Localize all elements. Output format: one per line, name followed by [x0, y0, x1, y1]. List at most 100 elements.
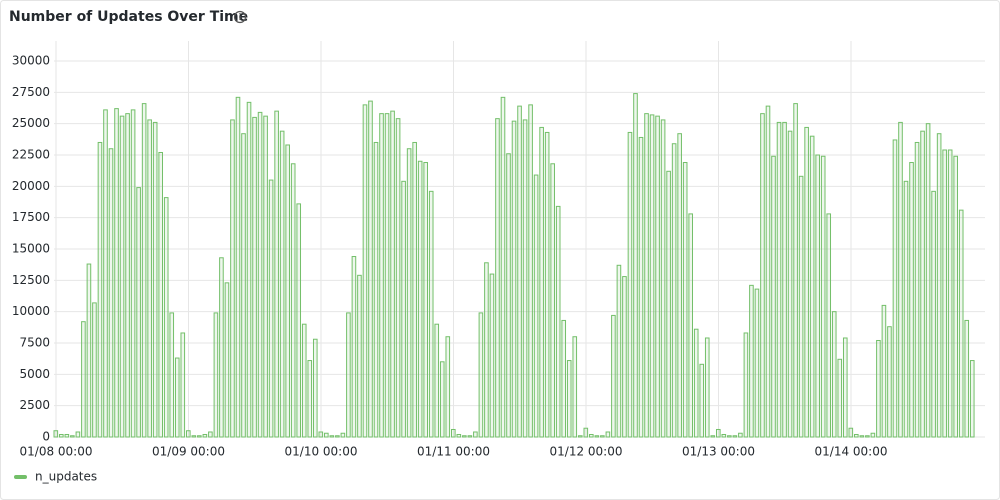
bar	[666, 170, 671, 438]
x-tick-label: 01/08 00:00	[20, 445, 93, 459]
bar	[246, 101, 252, 438]
bar	[837, 358, 843, 438]
bar	[285, 144, 290, 438]
bar	[346, 312, 351, 438]
bar	[749, 284, 754, 438]
bar	[202, 433, 208, 438]
bar	[969, 360, 975, 438]
legend[interactable]: n_updates	[14, 470, 97, 484]
bar	[682, 162, 688, 438]
y-tick-label: 10000	[12, 304, 50, 318]
bar	[572, 336, 578, 438]
bar	[583, 427, 589, 438]
bar	[903, 180, 909, 438]
bar	[395, 118, 401, 438]
bar	[776, 121, 782, 438]
bar	[368, 100, 373, 438]
bar	[936, 133, 942, 438]
bar	[473, 431, 478, 438]
bar	[809, 135, 815, 438]
bar	[357, 274, 362, 438]
bar	[561, 319, 567, 438]
bar	[704, 337, 710, 438]
bar	[86, 263, 92, 438]
bar	[787, 130, 793, 438]
bar	[771, 155, 776, 438]
bar	[539, 126, 544, 438]
bar	[544, 131, 550, 438]
bar	[373, 141, 379, 438]
y-tick-label: 30000	[12, 54, 50, 68]
bar	[848, 427, 854, 438]
legend-swatch	[14, 475, 27, 479]
bar	[235, 96, 241, 438]
bar	[208, 431, 213, 438]
bar	[263, 115, 268, 438]
bar	[296, 203, 302, 438]
bar	[379, 113, 384, 438]
bar	[268, 179, 274, 438]
bar	[710, 435, 716, 438]
x-tick-label: 01/13 00:00	[682, 445, 755, 459]
bar	[500, 96, 506, 438]
bar	[589, 433, 594, 438]
bar	[279, 130, 285, 438]
bar	[942, 149, 947, 438]
bar	[716, 428, 721, 438]
bar	[417, 160, 423, 438]
bar	[241, 133, 246, 438]
bar	[798, 175, 804, 438]
bar	[533, 174, 539, 438]
y-tick-label: 22500	[12, 148, 50, 162]
bar	[831, 311, 837, 438]
bar	[147, 119, 152, 438]
bar	[738, 432, 743, 438]
y-tick-label: 0	[42, 430, 50, 444]
bar	[434, 323, 440, 438]
bar	[577, 435, 583, 438]
bar	[528, 104, 533, 438]
bar	[75, 431, 81, 438]
bar	[671, 143, 677, 438]
bar	[456, 433, 462, 438]
bar	[660, 119, 666, 438]
bar	[721, 433, 727, 438]
bar	[362, 104, 368, 438]
bar	[428, 190, 434, 438]
bar	[401, 180, 406, 438]
bar	[257, 111, 263, 438]
bar	[495, 118, 500, 438]
bar	[412, 141, 417, 438]
bar	[489, 273, 495, 438]
bar	[484, 262, 489, 438]
bar	[958, 209, 964, 438]
bar	[423, 162, 428, 438]
bar	[406, 148, 412, 438]
bar	[462, 435, 467, 438]
bar	[765, 105, 771, 438]
bar	[219, 257, 224, 438]
y-tick-label: 17500	[12, 210, 50, 224]
bar	[351, 256, 357, 438]
bar	[881, 304, 887, 438]
bar	[677, 133, 682, 438]
x-tick-label: 01/09 00:00	[152, 445, 225, 459]
bar	[108, 148, 114, 438]
bar	[230, 119, 235, 438]
bar	[213, 312, 219, 438]
bar	[854, 433, 859, 438]
bar	[59, 433, 64, 438]
bar	[511, 120, 517, 438]
bar	[53, 430, 59, 438]
bar	[186, 430, 191, 438]
bar	[655, 115, 660, 438]
info-icon[interactable]	[233, 10, 247, 24]
bar	[859, 435, 865, 438]
bar	[931, 190, 936, 438]
y-tick-label: 2500	[19, 398, 50, 412]
bar	[727, 435, 732, 438]
bar	[318, 431, 324, 438]
y-tick-label: 12500	[12, 273, 50, 287]
bar	[638, 136, 644, 438]
bar	[169, 312, 175, 438]
